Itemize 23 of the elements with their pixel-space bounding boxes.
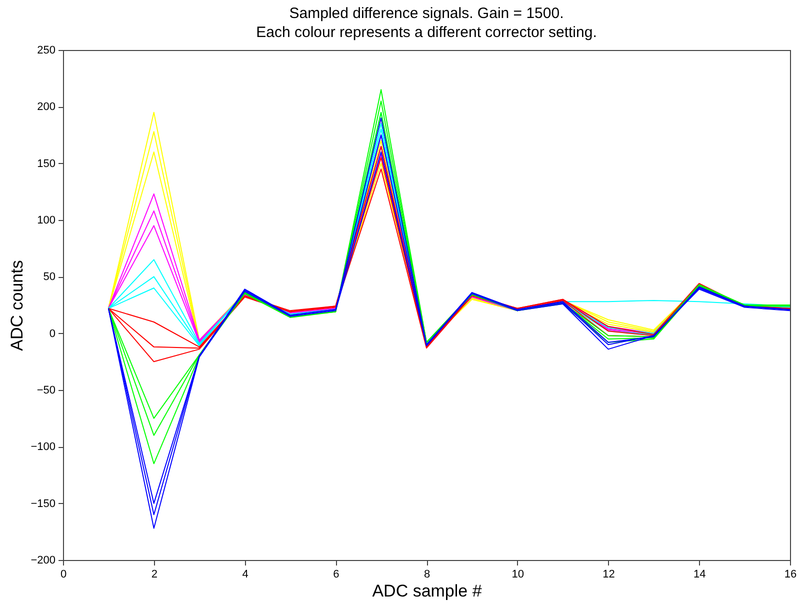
y-tick-label: 0 — [49, 328, 56, 340]
y-tick-label: −150 — [30, 498, 56, 510]
x-tick-label: 2 — [151, 568, 158, 580]
y-tick-label: −50 — [36, 384, 56, 396]
x-tick-label: 6 — [333, 568, 340, 580]
chart-subtitle: Each colour represents a different corrector setting. — [256, 24, 597, 41]
chart-title: Sampled difference signals. Gain = 1500. — [289, 5, 564, 22]
y-tick-label: 100 — [37, 214, 56, 226]
y-tick-label: 150 — [37, 158, 56, 170]
y-tick-label: −100 — [30, 441, 56, 454]
x-tick-label: 12 — [602, 568, 615, 580]
x-tick-label: 0 — [60, 568, 67, 580]
y-tick-label: 250 — [37, 44, 56, 56]
y-tick-label: 200 — [37, 101, 56, 114]
x-tick-label: 4 — [242, 568, 248, 580]
y-axis-title: ADC counts — [8, 260, 27, 351]
y-tick-label: 50 — [43, 271, 56, 284]
y-tick-label: −200 — [30, 554, 56, 566]
x-tick-label: 16 — [784, 568, 797, 580]
x-tick-label: 10 — [512, 568, 524, 580]
x-tick-label: 14 — [694, 568, 706, 580]
x-tick-label: 8 — [424, 568, 430, 580]
x-axis-title: ADC sample # — [372, 582, 482, 600]
